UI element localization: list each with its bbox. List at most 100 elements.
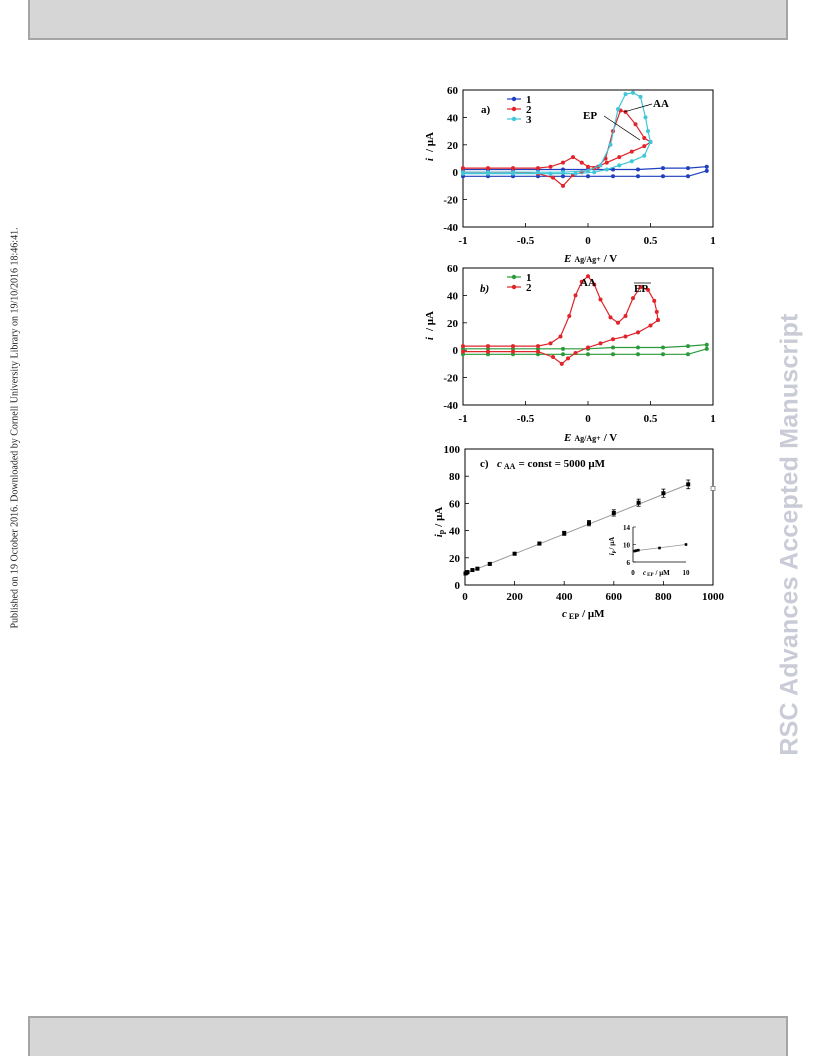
a-series-2-marker	[461, 166, 465, 171]
b-series-2-marker	[573, 350, 578, 355]
b-series-2-marker	[511, 344, 515, 349]
b-series-1-marker	[611, 352, 615, 357]
a-series-3-marker	[586, 168, 590, 173]
inset-point	[633, 549, 636, 553]
a-series-2-marker	[604, 160, 609, 165]
svg-text:ip/ μA: ip/ μA	[433, 507, 446, 538]
a-series-2-marker	[548, 164, 553, 169]
panel-c-tag: c)	[480, 458, 489, 470]
a-x-tick-label: 0.5	[644, 235, 658, 247]
b-series-2-marker	[486, 344, 490, 349]
a-series-2-marker	[579, 160, 584, 165]
b-series-1-marker	[686, 344, 690, 349]
c-point	[661, 491, 666, 496]
b-series-2-marker	[559, 361, 564, 366]
panel-a-ep-pointer	[603, 115, 641, 141]
b-series-2-marker	[548, 341, 553, 346]
b-series-2-marker	[586, 345, 590, 350]
b-series-1-marker	[611, 345, 615, 350]
a-series-2-marker	[536, 166, 540, 171]
b-series-1-marker	[461, 346, 465, 351]
a-series-2-marker	[642, 135, 647, 140]
a-series-2-marker	[486, 166, 490, 171]
panel-a-x-ticks: -1 -0.5 0 0.5 1	[458, 223, 716, 247]
panel-c-y-ticks: 100 80 60 40 20 0	[444, 444, 469, 592]
b-series-2-marker	[652, 298, 657, 303]
inset-y-tick-label: 10	[623, 542, 631, 550]
inset-y-axis-label: ip/ μA	[608, 537, 617, 555]
b-series-2-marker	[608, 315, 613, 320]
c-x-tick-label: 400	[556, 591, 573, 603]
b-series-1-marker	[561, 352, 565, 357]
b-series-1-marker	[511, 352, 515, 357]
b-x-tick-label: 0	[585, 413, 591, 425]
b-series-2-marker	[511, 349, 515, 354]
c-point-open	[710, 486, 716, 491]
b-series-2-marker	[636, 330, 640, 335]
panel-a-series	[461, 90, 709, 188]
panel-b-legend: 12	[507, 272, 532, 294]
a-series-2-marker	[633, 122, 638, 127]
a-x-tick-label: -1	[458, 235, 467, 247]
c-point	[611, 510, 616, 515]
c-point	[512, 551, 517, 556]
a-series-1-marker	[704, 164, 709, 169]
b-series-2-marker	[551, 355, 555, 360]
b-legend-marker	[511, 274, 517, 280]
b-legend-marker	[511, 284, 517, 290]
panel-b-annotation-ep: EP	[634, 283, 648, 295]
panel-c-x-axis-label: c EP / μM	[562, 608, 605, 621]
a-series-3-marker	[561, 170, 565, 175]
a-y-tick-label: 40	[447, 112, 459, 124]
page-header-bar	[28, 0, 788, 40]
panel-a-aa-pointer	[623, 103, 653, 113]
c-y-tick-label: 80	[449, 471, 461, 483]
b-series-2-marker	[592, 282, 597, 287]
inset-point	[634, 549, 638, 552]
c-x-tick-label: 0	[462, 591, 468, 603]
a-series-2-marker	[561, 160, 565, 165]
b-x-tick-label: -0.5	[517, 413, 535, 425]
a-series-1-marker	[704, 168, 709, 173]
a-series-3-marker	[548, 171, 553, 176]
a-series-2-line	[463, 109, 652, 187]
panel-b-x-ticks: -1 -0.5 0 0.5 1	[458, 401, 716, 425]
b-series-2-marker	[486, 349, 490, 354]
b-series-1-marker	[536, 346, 540, 351]
a-series-3-marker	[646, 129, 650, 134]
c-point	[487, 561, 492, 566]
b-series-2-marker	[461, 349, 465, 354]
b-series-1-marker	[661, 352, 665, 357]
inset-point	[658, 546, 661, 550]
a-legend-label: 1	[526, 94, 532, 106]
a-series-3-marker	[623, 92, 628, 97]
a-series-3-marker	[461, 171, 465, 176]
a-x-tick-label: 0	[585, 235, 591, 247]
a-series-3-marker	[598, 163, 603, 168]
inset-points	[632, 543, 688, 553]
a-legend-marker	[511, 116, 517, 122]
inset-y-tick-label: 6	[627, 559, 631, 567]
b-y-tick-label: -20	[443, 373, 458, 385]
a-series-3-marker	[638, 94, 643, 99]
b-x-tick-label: 1	[710, 413, 716, 425]
c-point	[587, 521, 591, 526]
b-y-tick-label: 0	[453, 345, 459, 357]
b-series-1-marker	[486, 346, 490, 351]
b-series-1-marker	[686, 352, 690, 357]
b-series-2-marker	[586, 274, 590, 279]
a-series-3-marker	[486, 171, 490, 176]
c-x-tick-label: 200	[506, 591, 523, 603]
a-series-1-marker	[511, 174, 515, 179]
b-y-tick-label: 40	[447, 290, 459, 302]
a-x-tick-label: -0.5	[517, 235, 535, 247]
panel-c-y-axis-label: ip/ μA	[433, 507, 446, 538]
a-series-2-marker	[511, 166, 515, 171]
b-series-1-line	[463, 344, 708, 355]
a-series-1-marker	[686, 166, 690, 171]
inset-point	[637, 548, 640, 552]
